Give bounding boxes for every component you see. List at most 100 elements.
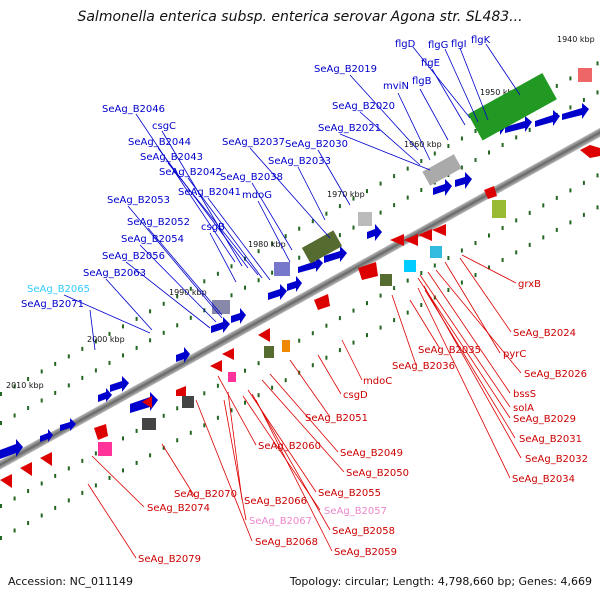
label-SeAg_B2042[interactable]: SeAg_B2042 bbox=[159, 167, 222, 178]
label-SeAg_B2044[interactable]: SeAg_B2044 bbox=[128, 137, 191, 148]
block[interactable] bbox=[212, 300, 230, 314]
label-SeAg_B2050[interactable]: SeAg_B2050 bbox=[346, 468, 409, 479]
label-SeAg_B2024[interactable]: SeAg_B2024 bbox=[513, 328, 576, 339]
label-SeAg_B2068[interactable]: SeAg_B2068 bbox=[255, 537, 318, 548]
gene-arrow[interactable] bbox=[324, 246, 347, 263]
label-flgK[interactable]: flgK bbox=[471, 35, 491, 46]
gene-arrow[interactable] bbox=[176, 347, 190, 363]
gene-arrow[interactable] bbox=[94, 424, 108, 440]
label-SeAg_B2071[interactable]: SeAg_B2071 bbox=[21, 299, 84, 310]
label-solA[interactable]: solA bbox=[513, 403, 534, 414]
gene-arrow[interactable] bbox=[505, 116, 532, 133]
block[interactable] bbox=[182, 396, 194, 408]
label-flgE[interactable]: flgE bbox=[421, 58, 440, 69]
gene-arrow[interactable] bbox=[390, 234, 404, 246]
block[interactable] bbox=[430, 246, 442, 258]
gene-arrow[interactable] bbox=[418, 229, 432, 241]
gene-arrow[interactable] bbox=[580, 145, 600, 158]
label-bssS[interactable]: bssS bbox=[513, 389, 536, 400]
label-SeAg_B2049[interactable]: SeAg_B2049 bbox=[340, 448, 403, 459]
label-SeAg_B2057[interactable]: SeAg_B2057 bbox=[324, 506, 387, 517]
label-SeAg_B2051[interactable]: SeAg_B2051 bbox=[305, 413, 368, 424]
gene-arrow[interactable] bbox=[20, 462, 32, 476]
label-flgB[interactable]: flgB bbox=[412, 76, 432, 87]
block[interactable] bbox=[228, 372, 236, 382]
label-SeAg_B2021[interactable]: SeAg_B2021 bbox=[318, 123, 381, 134]
gene-arrow[interactable] bbox=[258, 328, 270, 342]
label-SeAg_B2032[interactable]: SeAg_B2032 bbox=[525, 454, 588, 465]
label-SeAg_B2079[interactable]: SeAg_B2079 bbox=[138, 554, 201, 565]
block[interactable] bbox=[98, 442, 112, 456]
gene-arrow[interactable] bbox=[210, 360, 222, 372]
block[interactable] bbox=[380, 274, 392, 286]
flagellar-block[interactable] bbox=[467, 73, 557, 141]
label-mdoC[interactable]: mdoC bbox=[363, 376, 392, 387]
label-SeAg_B2041[interactable]: SeAg_B2041 bbox=[178, 187, 241, 198]
label-SeAg_B2059[interactable]: SeAg_B2059 bbox=[334, 547, 397, 558]
label-csgD[interactable]: csgD bbox=[343, 390, 368, 401]
gene-arrow[interactable] bbox=[535, 110, 560, 127]
label-SeAg_B2046[interactable]: SeAg_B2046 bbox=[102, 104, 165, 115]
label-SeAg_B2060[interactable]: SeAg_B2060 bbox=[258, 441, 321, 452]
gene-arrow[interactable] bbox=[142, 396, 152, 408]
gene-arrow[interactable] bbox=[562, 103, 589, 120]
gene-arrow[interactable] bbox=[484, 186, 497, 199]
label-SeAg_B2031[interactable]: SeAg_B2031 bbox=[519, 434, 582, 445]
gene-arrow[interactable] bbox=[287, 276, 302, 292]
gene-arrow[interactable] bbox=[314, 294, 330, 310]
label-SeAg_B2020[interactable]: SeAg_B2020 bbox=[332, 101, 395, 112]
gene-arrow[interactable] bbox=[211, 317, 230, 333]
gene-arrow[interactable] bbox=[40, 429, 53, 442]
label-SeAg_B2043[interactable]: SeAg_B2043 bbox=[140, 152, 203, 163]
block[interactable] bbox=[264, 346, 274, 358]
gene-arrow[interactable] bbox=[433, 179, 452, 196]
block[interactable] bbox=[282, 340, 290, 352]
label-SeAg_B2070[interactable]: SeAg_B2070 bbox=[174, 489, 237, 500]
label-SeAg_B2058[interactable]: SeAg_B2058 bbox=[332, 526, 395, 537]
label-SeAg_B2029[interactable]: SeAg_B2029 bbox=[513, 414, 576, 425]
block[interactable] bbox=[578, 68, 592, 82]
label-csgB[interactable]: csgB bbox=[201, 222, 225, 233]
gene-arrow[interactable] bbox=[98, 388, 112, 402]
label-SeAg_B2052[interactable]: SeAg_B2052 bbox=[127, 217, 190, 228]
gene-arrow[interactable] bbox=[358, 262, 378, 280]
label-SeAg_B2026[interactable]: SeAg_B2026 bbox=[524, 369, 587, 380]
label-SeAg_B2033[interactable]: SeAg_B2033 bbox=[268, 156, 331, 167]
label-flgD[interactable]: flgD bbox=[395, 39, 416, 50]
label-SeAg_B2035[interactable]: SeAg_B2035 bbox=[418, 345, 481, 356]
label-SeAg_B2038[interactable]: SeAg_B2038 bbox=[220, 172, 283, 183]
label-SeAg_B2037[interactable]: SeAg_B2037 bbox=[222, 137, 285, 148]
label-SeAg_B2036[interactable]: SeAg_B2036 bbox=[392, 361, 455, 372]
label-SeAg_B2055[interactable]: SeAg_B2055 bbox=[318, 488, 381, 499]
block[interactable] bbox=[301, 230, 343, 264]
gene-arrow[interactable] bbox=[268, 284, 287, 300]
block[interactable] bbox=[492, 200, 506, 218]
label-SeAg_B2066[interactable]: SeAg_B2066 bbox=[244, 496, 307, 507]
gene-arrow[interactable] bbox=[432, 224, 446, 236]
label-mviN[interactable]: mviN bbox=[383, 81, 409, 92]
gene-arrow[interactable] bbox=[404, 234, 418, 246]
block[interactable] bbox=[404, 260, 416, 272]
gene-arrow[interactable] bbox=[60, 418, 76, 431]
label-SeAg_B2074[interactable]: SeAg_B2074 bbox=[147, 503, 210, 514]
block[interactable] bbox=[422, 154, 462, 186]
gene-arrow[interactable] bbox=[110, 376, 129, 392]
label-SeAg_B2067[interactable]: SeAg_B2067 bbox=[249, 516, 312, 527]
label-SeAg_B2063[interactable]: SeAg_B2063 bbox=[83, 268, 146, 279]
label-grxB[interactable]: grxB bbox=[518, 279, 541, 290]
label-SeAg_B2065[interactable]: SeAg_B2065 bbox=[27, 284, 90, 295]
label-SeAg_B2056[interactable]: SeAg_B2056 bbox=[102, 251, 165, 262]
label-csgC[interactable]: csgC bbox=[152, 121, 176, 132]
gene-arrow[interactable] bbox=[40, 452, 52, 466]
gene-arrow[interactable] bbox=[0, 439, 23, 459]
gene-arrow[interactable] bbox=[231, 308, 246, 324]
label-flgG[interactable]: flgG bbox=[428, 40, 448, 51]
gene-arrow[interactable] bbox=[0, 474, 12, 488]
block[interactable] bbox=[274, 262, 290, 276]
block[interactable] bbox=[358, 212, 372, 226]
label-mdoG[interactable]: mdoG bbox=[242, 190, 272, 201]
block[interactable] bbox=[142, 418, 156, 430]
label-SeAg_B2053[interactable]: SeAg_B2053 bbox=[107, 195, 170, 206]
label-SeAg_B2054[interactable]: SeAg_B2054 bbox=[121, 234, 184, 245]
gene-arrow[interactable] bbox=[298, 256, 323, 273]
